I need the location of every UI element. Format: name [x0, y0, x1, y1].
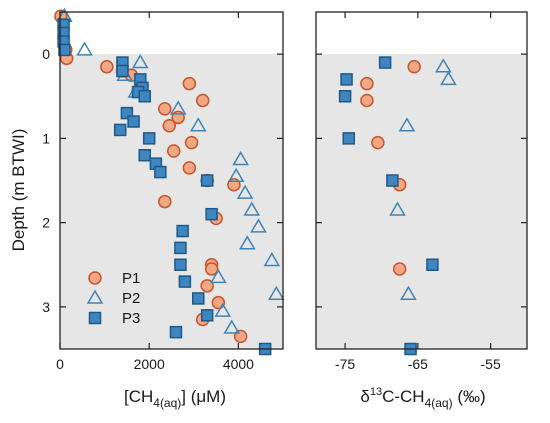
legend-marker-p3	[88, 311, 102, 325]
point-p1	[100, 60, 114, 74]
point-p3	[154, 165, 167, 179]
point-p3	[340, 73, 353, 86]
legend-label-p3: P3	[122, 310, 140, 327]
point-p3	[178, 275, 192, 288]
point-p2	[232, 150, 249, 166]
point-p3	[169, 325, 183, 339]
point-p2	[243, 201, 261, 216]
point-p1	[158, 194, 172, 209]
plot-frame-right	[315, 11, 528, 350]
point-p3	[192, 292, 205, 305]
plot-frame-left	[59, 11, 284, 350]
x-axis-label-left: [CH4(aq)] (μM)	[124, 387, 226, 410]
point-p1	[158, 102, 172, 116]
point-p3	[120, 106, 134, 120]
point-p2	[239, 235, 256, 250]
x-tick-label: 2000	[134, 356, 165, 372]
point-p1	[162, 118, 177, 133]
point-p3	[200, 174, 214, 187]
point-p2	[263, 252, 281, 267]
point-p3	[426, 258, 439, 271]
series-p3-left	[57, 18, 272, 356]
point-p2	[76, 41, 93, 56]
x-tick-label: 4000	[223, 356, 254, 372]
point-p2	[210, 268, 227, 284]
point-p1	[392, 262, 407, 276]
shaded-region-right	[316, 54, 527, 349]
y-axis-label: Depth (m BTWI)	[9, 129, 28, 252]
point-p3	[174, 258, 187, 271]
y-tick-label: 0	[42, 46, 50, 62]
point-p2	[227, 167, 245, 183]
point-p1	[171, 110, 185, 125]
point-p2	[440, 70, 457, 86]
point-p3	[116, 64, 129, 78]
x-tick-label: -75	[335, 356, 355, 372]
point-p2	[400, 285, 417, 300]
point-p1	[204, 262, 219, 276]
point-p3	[113, 123, 127, 137]
legend-label-p1: P1	[122, 270, 140, 287]
point-p1	[182, 76, 197, 91]
point-p1	[184, 135, 199, 150]
point-p3	[378, 56, 392, 69]
point-p3	[174, 241, 187, 255]
point-p1	[360, 93, 374, 108]
point-p3	[386, 174, 399, 187]
point-p3	[142, 132, 156, 145]
legend-marker-p2	[86, 289, 104, 304]
y-tick-label: 1	[42, 130, 50, 146]
point-p1	[233, 329, 248, 344]
point-p2	[250, 218, 267, 233]
point-p3	[200, 309, 214, 322]
point-p1	[371, 135, 385, 150]
point-p3	[138, 90, 151, 103]
legend-marker-p1	[88, 271, 102, 285]
panel-methane-concentration: 0 1 2 3 0 2000 4000	[42, 7, 285, 372]
series-p1-right	[360, 60, 421, 276]
point-p2	[398, 117, 416, 132]
point-p2	[169, 100, 187, 115]
x-axis-label-right: δ13C-CH4(aq) (‰)	[360, 386, 485, 410]
panel-methane-isotope: -75 -65 -55	[315, 11, 528, 372]
point-p3	[342, 132, 355, 145]
point-p1	[166, 144, 181, 158]
point-p1	[211, 295, 226, 310]
point-p2	[268, 285, 285, 300]
point-p2	[389, 201, 406, 216]
legend-label-p2: P2	[122, 290, 140, 307]
point-p1	[407, 60, 421, 74]
y-tick-label: 3	[42, 299, 50, 315]
point-p1	[200, 279, 214, 293]
point-p2	[131, 54, 149, 69]
point-p3	[127, 115, 140, 128]
legend: P1 P2 P3	[86, 270, 140, 327]
point-p2	[214, 302, 232, 317]
point-p1	[195, 93, 210, 108]
point-p3	[138, 148, 151, 162]
x-tick-label: -65	[408, 356, 428, 372]
point-p2	[189, 117, 207, 132]
point-p3	[58, 43, 71, 57]
point-p3	[176, 224, 189, 238]
point-p1	[360, 76, 374, 91]
point-p3	[205, 207, 218, 221]
point-p2	[223, 319, 241, 334]
point-p1	[182, 161, 197, 175]
point-p2	[435, 58, 452, 73]
y-tick-label: 2	[42, 215, 50, 231]
series-p2-right	[389, 58, 457, 300]
x-tick-label: -55	[481, 356, 501, 372]
point-p3	[338, 90, 352, 103]
point-p2	[236, 184, 254, 199]
x-tick-label: 0	[56, 356, 64, 372]
